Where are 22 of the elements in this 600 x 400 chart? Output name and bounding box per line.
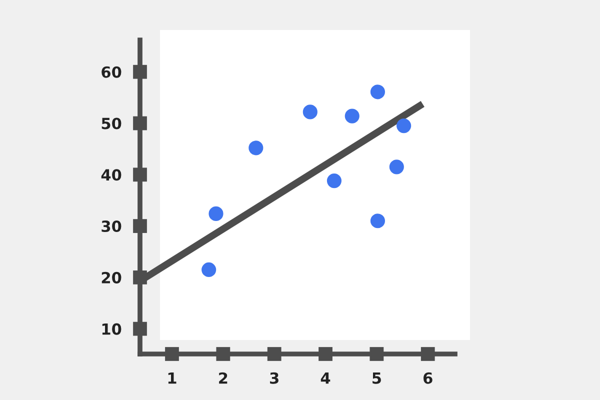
point [248, 140, 264, 156]
y-tick-label: 50 [102, 118, 122, 130]
point [370, 214, 386, 228]
x-tick-label: 2 [219, 372, 228, 384]
point [344, 108, 360, 124]
y-tick-label: 30 [102, 220, 122, 232]
point [370, 84, 386, 100]
point [208, 206, 224, 221]
point [202, 262, 216, 277]
point [396, 118, 412, 134]
x-tick-label: 4 [320, 372, 330, 384]
x-tick-label: 1 [168, 372, 176, 384]
x-tick-label: 3 [270, 372, 278, 384]
x-tick-label: 5 [372, 372, 381, 384]
point [302, 104, 318, 120]
point [389, 160, 404, 174]
point [326, 174, 342, 188]
y-tick-label: 10 [102, 323, 122, 335]
y-tick-label: 60 [102, 66, 122, 78]
y-tick-label: 20 [102, 272, 122, 284]
x-tick-label: 6 [424, 372, 432, 384]
y-tick-label: 40 [101, 169, 122, 181]
